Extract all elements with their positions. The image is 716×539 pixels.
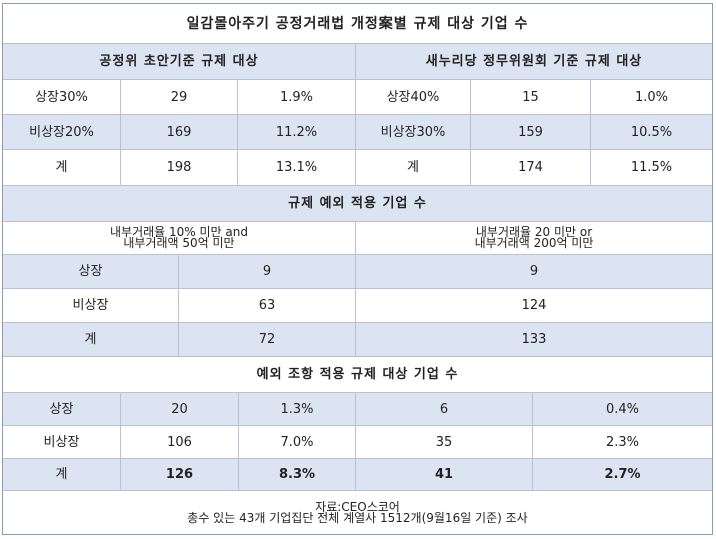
table-title: 일감몰아주기 공정거래법 개정案별 규제 대상 기업 수	[3, 4, 712, 44]
count-cell: 169	[121, 115, 238, 150]
table-row: 비상장 106 7.0% 35 2.3%	[3, 426, 712, 459]
percent-cell: 10.5%	[591, 115, 712, 150]
row-label: 상장	[3, 255, 179, 289]
row-label: 계	[3, 150, 121, 186]
condition-line: 내부거래율 10% 미만 and	[110, 225, 248, 239]
section3-header-row: 예외 조항 적용 규제 대상 기업 수	[3, 357, 712, 393]
section1-right-header: 새누리당 정무위원회 기준 규제 대상	[356, 44, 712, 80]
section1-left-header: 공정위 초안기준 규제 대상	[3, 44, 356, 80]
count-cell: 159	[471, 115, 591, 150]
condition-line: 내부거래액 200억 미만	[474, 236, 594, 250]
row-label: 상장30%	[3, 80, 121, 115]
table-container: 일감몰아주기 공정거래법 개정案별 규제 대상 기업 수 공정위 초안기준 규제…	[2, 3, 713, 535]
section2-subheader-row: 내부거래율 10% 미만 and 내부거래액 50억 미만 내부거래율 20 미…	[3, 222, 712, 255]
table-row: 계 198 13.1% 계 174 11.5%	[3, 150, 712, 186]
row-label: 비상장30%	[356, 115, 471, 150]
section2-right-condition: 내부거래율 20 미만 or 내부거래액 200억 미만	[356, 222, 712, 255]
section2-header: 규제 예외 적용 기업 수	[3, 186, 712, 222]
count-cell: 72	[179, 323, 356, 357]
row-label: 비상장	[3, 289, 179, 323]
section2-header-row: 규제 예외 적용 기업 수	[3, 186, 712, 222]
percent-cell: 7.0%	[239, 426, 356, 459]
section3-header: 예외 조항 적용 규제 대상 기업 수	[3, 357, 712, 393]
title-row: 일감몰아주기 공정거래법 개정案별 규제 대상 기업 수	[3, 4, 712, 44]
count-cell: 15	[471, 80, 591, 115]
count-cell: 29	[121, 80, 238, 115]
row-label: 상장	[3, 393, 121, 426]
table-row: 상장 9 9	[3, 255, 712, 289]
percent-cell: 1.3%	[239, 393, 356, 426]
count-cell: 174	[471, 150, 591, 186]
footnote: 자료:CEO스코어 총수 있는 43개 기업집단 전체 계열사 1512개(9월…	[3, 491, 712, 534]
count-cell: 35	[356, 426, 533, 459]
percent-cell: 1.9%	[238, 80, 356, 115]
count-cell: 133	[356, 323, 712, 357]
survey-note: 총수 있는 43개 기업집단 전체 계열사 1512개(9월16일 기준) 조사	[187, 510, 528, 525]
percent-cell: 2.3%	[533, 426, 712, 459]
row-label: 계	[356, 150, 471, 186]
row-label: 비상장20%	[3, 115, 121, 150]
count-cell: 41	[356, 459, 533, 491]
count-cell: 124	[356, 289, 712, 323]
row-label: 비상장	[3, 426, 121, 459]
table-row: 계 126 8.3% 41 2.7%	[3, 459, 712, 491]
row-label: 계	[3, 323, 179, 357]
count-cell: 106	[121, 426, 239, 459]
count-cell: 6	[356, 393, 533, 426]
count-cell: 20	[121, 393, 239, 426]
section1-header-row: 공정위 초안기준 규제 대상 새누리당 정무위원회 기준 규제 대상	[3, 44, 712, 80]
percent-cell: 1.0%	[591, 80, 712, 115]
table-row: 비상장 63 124	[3, 289, 712, 323]
count-cell: 9	[356, 255, 712, 289]
count-cell: 126	[121, 459, 239, 491]
source-note: 자료:CEO스코어	[315, 499, 400, 514]
percent-cell: 11.5%	[591, 150, 712, 186]
row-label: 상장40%	[356, 80, 471, 115]
count-cell: 9	[179, 255, 356, 289]
count-cell: 63	[179, 289, 356, 323]
table-row: 상장30% 29 1.9% 상장40% 15 1.0%	[3, 80, 712, 115]
percent-cell: 0.4%	[533, 393, 712, 426]
table-row: 계 72 133	[3, 323, 712, 357]
section2-left-condition: 내부거래율 10% 미만 and 내부거래액 50억 미만	[3, 222, 356, 255]
table-row: 상장 20 1.3% 6 0.4%	[3, 393, 712, 426]
condition-line: 내부거래액 50억 미만	[123, 236, 235, 250]
row-label: 계	[3, 459, 121, 491]
percent-cell: 8.3%	[239, 459, 356, 491]
condition-line: 내부거래율 20 미만 or	[475, 225, 593, 239]
percent-cell: 11.2%	[238, 115, 356, 150]
footnote-row: 자료:CEO스코어 총수 있는 43개 기업집단 전체 계열사 1512개(9월…	[3, 491, 712, 534]
table-row: 비상장20% 169 11.2% 비상장30% 159 10.5%	[3, 115, 712, 150]
percent-cell: 13.1%	[238, 150, 356, 186]
percent-cell: 2.7%	[533, 459, 712, 491]
count-cell: 198	[121, 150, 238, 186]
